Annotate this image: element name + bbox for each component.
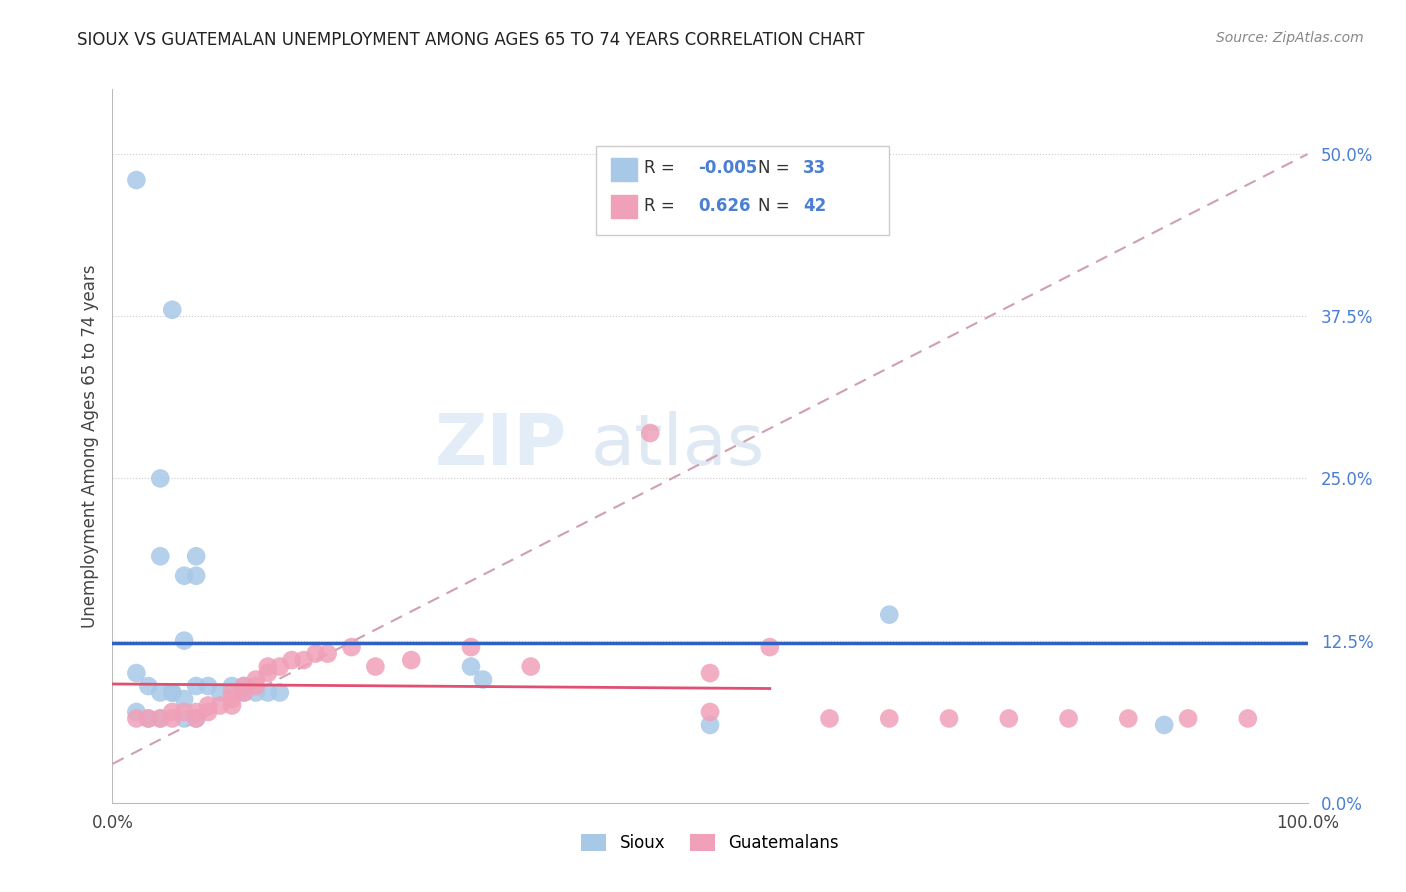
Point (149, 685, 172, 699)
Point (245, 685, 267, 699)
Point (162, 711, 183, 725)
Point (197, 679, 219, 693)
Point (460, 640, 482, 654)
Point (292, 653, 315, 667)
Point (364, 659, 387, 673)
Point (138, 711, 160, 725)
Point (938, 711, 960, 725)
FancyBboxPatch shape (596, 146, 889, 235)
Text: SIOUX VS GUATEMALAN UNEMPLOYMENT AMONG AGES 65 TO 74 YEARS CORRELATION CHART: SIOUX VS GUATEMALAN UNEMPLOYMENT AMONG A… (77, 31, 865, 49)
Point (281, 653, 304, 667)
Bar (610, 158, 637, 180)
Text: atlas: atlas (591, 411, 765, 481)
Point (197, 698, 219, 713)
Point (186, 568, 208, 582)
Point (173, 692, 195, 706)
Text: N =: N = (758, 196, 794, 214)
Point (460, 659, 482, 673)
Point (173, 633, 195, 648)
Point (699, 666, 721, 681)
Point (401, 653, 423, 667)
Point (125, 173, 148, 187)
Point (998, 711, 1021, 725)
Y-axis label: Unemployment Among Ages 65 to 74 years: Unemployment Among Ages 65 to 74 years (80, 264, 98, 628)
Point (221, 679, 243, 693)
Point (233, 685, 256, 699)
Point (472, 673, 495, 687)
Point (316, 647, 339, 661)
Point (640, 425, 662, 440)
Text: 0.626: 0.626 (699, 196, 751, 214)
Point (257, 685, 280, 699)
Text: R =: R = (644, 196, 681, 214)
Point (1118, 711, 1140, 725)
Text: 42: 42 (803, 196, 827, 214)
Legend: Sioux, Guatemalans: Sioux, Guatemalans (575, 827, 845, 859)
Point (162, 302, 183, 317)
Point (269, 685, 291, 699)
Point (149, 711, 172, 725)
Point (162, 685, 183, 699)
Text: -0.005: -0.005 (699, 160, 758, 178)
Point (138, 711, 160, 725)
Text: R =: R = (644, 160, 681, 178)
Text: N =: N = (758, 160, 794, 178)
Point (1237, 711, 1260, 725)
Point (209, 685, 232, 699)
Point (197, 705, 219, 719)
Point (138, 679, 160, 693)
Point (186, 705, 208, 719)
Point (699, 718, 721, 732)
Point (186, 711, 208, 725)
Point (221, 692, 243, 706)
Point (149, 711, 172, 725)
Point (269, 659, 291, 673)
Point (233, 679, 256, 693)
Point (173, 705, 195, 719)
Point (125, 711, 148, 725)
Point (173, 568, 195, 582)
Point (186, 679, 208, 693)
Point (520, 659, 543, 673)
Point (186, 711, 208, 725)
Text: Source: ZipAtlas.com: Source: ZipAtlas.com (1216, 31, 1364, 45)
Point (186, 549, 208, 564)
Point (340, 640, 363, 654)
Point (233, 685, 256, 699)
Point (149, 549, 172, 564)
Point (1177, 711, 1199, 725)
Point (162, 705, 183, 719)
Text: 33: 33 (803, 160, 827, 178)
Bar (610, 194, 637, 218)
Point (162, 685, 183, 699)
Point (209, 698, 232, 713)
Point (125, 666, 148, 681)
Point (221, 685, 243, 699)
Point (759, 640, 782, 654)
Point (245, 673, 267, 687)
Point (233, 679, 256, 693)
Point (818, 711, 841, 725)
Text: ZIP: ZIP (434, 411, 567, 481)
Point (125, 705, 148, 719)
Point (879, 607, 901, 622)
Point (173, 711, 195, 725)
Point (257, 659, 280, 673)
Point (245, 679, 267, 693)
Point (699, 705, 721, 719)
Point (305, 647, 328, 661)
Point (1153, 718, 1175, 732)
Point (879, 711, 901, 725)
Point (1057, 711, 1080, 725)
Point (149, 471, 172, 485)
Point (221, 698, 243, 713)
Point (257, 666, 280, 681)
